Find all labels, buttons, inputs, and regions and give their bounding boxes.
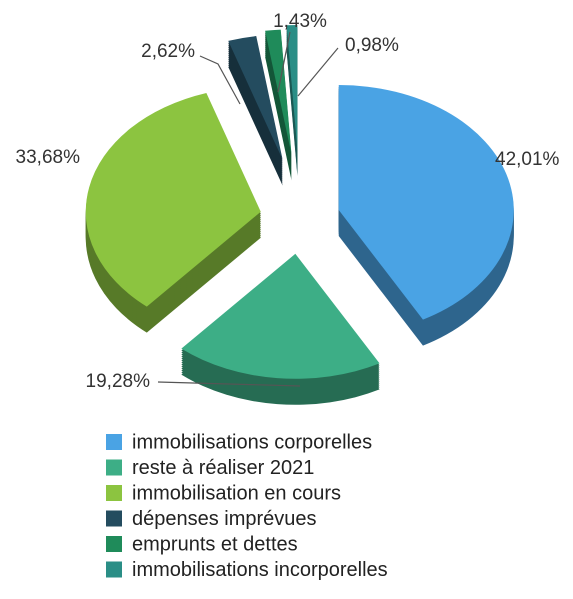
slice-side: [265, 55, 292, 181]
leader-line: [199, 55, 241, 105]
leader-line: [157, 381, 301, 387]
slice: [338, 85, 514, 320]
data-label: 1,43%: [273, 11, 327, 32]
slice-side: [265, 35, 292, 161]
legend-swatch: [106, 485, 122, 501]
legend-swatch: [106, 434, 122, 450]
slice: [85, 92, 261, 307]
leader-line: [297, 47, 339, 97]
data-label: 0,98%: [345, 35, 399, 56]
slice-side: [265, 49, 292, 175]
legend-swatch: [106, 536, 122, 552]
slice: [181, 253, 380, 379]
legend-label: dépenses imprévues: [132, 508, 317, 530]
legend-label: emprunts et dettes: [132, 533, 298, 555]
slice: [286, 25, 298, 151]
legend-label: reste à réaliser 2021: [132, 457, 314, 479]
legend-swatch: [106, 459, 122, 476]
data-label: 42,01%: [495, 149, 560, 170]
slice-side: [265, 43, 292, 169]
slice-side: [265, 39, 292, 165]
slice-side: [265, 53, 292, 179]
legend-swatch: [106, 510, 122, 527]
legend-label: immobilisations incorporelles: [132, 559, 388, 581]
data-label: 33,68%: [16, 147, 81, 168]
slice-side: [265, 33, 292, 159]
slice-tops: [85, 25, 514, 379]
slice-side: [265, 31, 292, 157]
data-label: 2,62%: [141, 41, 195, 62]
leader-line: [277, 31, 291, 93]
legend-label: immobilisation en cours: [132, 482, 341, 504]
legend-label: immobilisations corporelles: [132, 431, 372, 453]
data-label: 19,28%: [86, 371, 151, 392]
slice: [228, 36, 283, 160]
slice-side: [265, 51, 292, 177]
legend-swatch: [106, 561, 122, 578]
slice-side: [265, 41, 292, 167]
slice-side: [265, 37, 292, 163]
slice-side: [265, 45, 292, 171]
slice-side: [265, 47, 292, 173]
